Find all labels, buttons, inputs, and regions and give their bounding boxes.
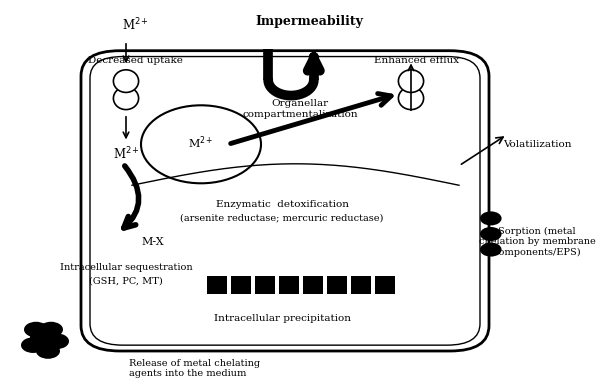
Text: (GSH, PC, MT): (GSH, PC, MT) [89,276,163,285]
Text: M-X: M-X [141,237,164,247]
Text: Intracellular sequestration: Intracellular sequestration [59,262,193,272]
Text: Volatilization: Volatilization [503,140,571,149]
Text: (arsenite reductase; mercuric reductase): (arsenite reductase; mercuric reductase) [181,214,383,223]
Text: Sorption (metal
chelation by membrane
components/EPS): Sorption (metal chelation by membrane co… [479,227,595,257]
Text: M$^{2+}$: M$^{2+}$ [122,17,148,34]
Ellipse shape [113,70,139,92]
Ellipse shape [398,70,424,92]
Text: M$^{2+}$: M$^{2+}$ [188,134,214,151]
Ellipse shape [398,87,424,110]
Text: M$^{2+}$: M$^{2+}$ [113,146,139,162]
Text: Intracellular precipitation: Intracellular precipitation [214,314,350,323]
Text: Impermeability: Impermeability [255,15,363,28]
Circle shape [141,105,261,183]
Circle shape [480,211,502,225]
Text: Release of metal chelating
agents into the medium: Release of metal chelating agents into t… [129,359,260,378]
Bar [279,276,299,294]
Circle shape [24,322,48,337]
Bar [207,276,227,294]
Bar [255,276,275,294]
Circle shape [39,322,63,337]
Circle shape [21,337,45,353]
Circle shape [30,330,54,345]
Text: Enzymatic  detoxification: Enzymatic detoxification [215,200,349,209]
Text: Decreased uptake: Decreased uptake [88,56,182,65]
Ellipse shape [113,87,139,110]
FancyBboxPatch shape [81,51,489,351]
Bar [231,276,251,294]
Circle shape [480,243,502,257]
Bar [303,276,323,294]
Circle shape [480,227,502,241]
Circle shape [45,333,69,349]
Bar [351,276,371,294]
Text: Enhanced efflux: Enhanced efflux [374,56,460,65]
Circle shape [36,343,60,359]
Bar [327,276,347,294]
Bar [375,276,395,294]
Text: Organellar
compartmentalization: Organellar compartmentalization [242,99,358,119]
